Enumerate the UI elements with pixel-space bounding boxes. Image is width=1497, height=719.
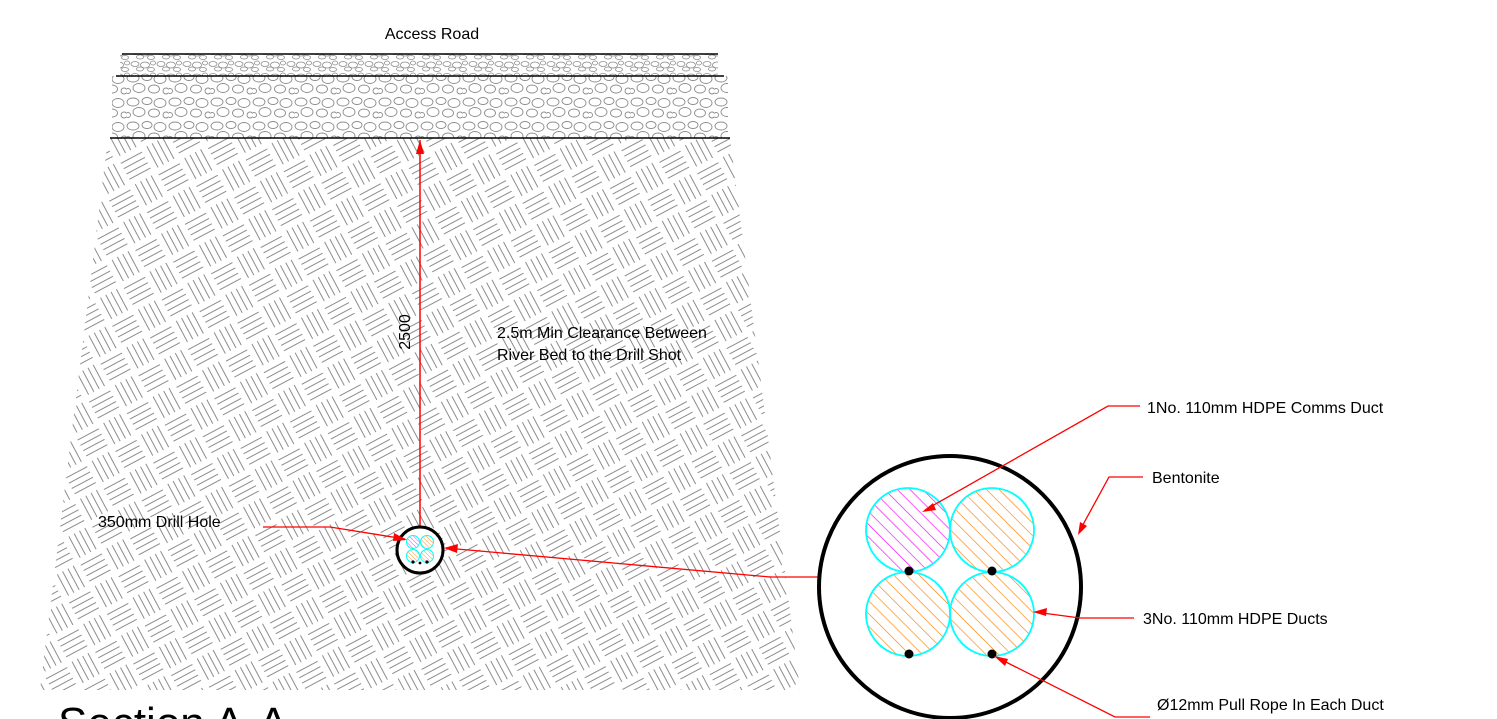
clearance-note-line2: River Bed to the Drill Shot bbox=[497, 347, 682, 364]
pull-rope-dot bbox=[904, 649, 914, 659]
section-title: Section A-A bbox=[58, 699, 289, 719]
drill-hole-leader bbox=[263, 526, 407, 541]
drill-hole-small bbox=[395, 525, 445, 575]
dimension-value: 2500 bbox=[397, 314, 414, 350]
access-road-layers bbox=[110, 53, 730, 139]
clearance-note-line1: 2.5m Min Clearance Between bbox=[497, 325, 707, 342]
comms-duct-label: 1No. 110mm HDPE Comms Duct bbox=[1147, 400, 1384, 417]
pull-rope-leader bbox=[994, 656, 1150, 718]
bentonite-label: Bentonite bbox=[1152, 470, 1220, 487]
access-road-label: Access Road bbox=[385, 26, 479, 43]
hdpe-ducts-leader bbox=[1033, 608, 1134, 619]
pull-rope-label: Ø12mm Pull Rope In Each Duct bbox=[1157, 697, 1384, 714]
detail-leader bbox=[444, 544, 822, 578]
drill-hole-label: 350mm Drill Hole bbox=[98, 514, 221, 531]
bentonite-leader bbox=[1078, 476, 1143, 535]
pull-rope-dot bbox=[987, 649, 997, 659]
pull-rope-dot bbox=[904, 566, 914, 576]
hdpe-ducts-label: 3No. 110mm HDPE Ducts bbox=[1143, 611, 1328, 628]
comms-duct-leader bbox=[922, 405, 1140, 512]
pull-rope-dot bbox=[987, 566, 997, 576]
